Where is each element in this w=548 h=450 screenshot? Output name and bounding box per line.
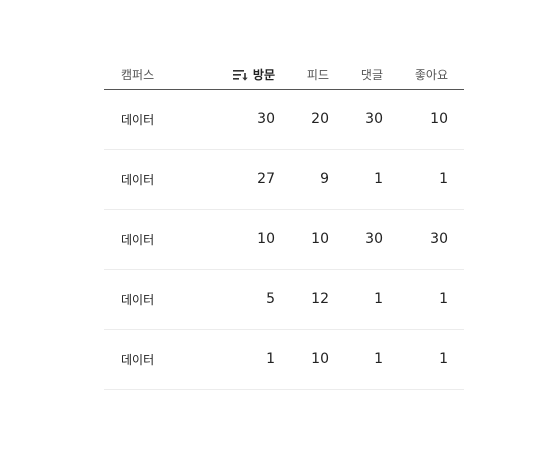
campus-cell: 데이터	[121, 173, 155, 187]
table-row: 데이터 27 9 1 1	[104, 150, 464, 210]
feed-cell: 10	[311, 231, 329, 247]
visits-cell: 27	[257, 171, 275, 187]
feed-cell: 10	[311, 351, 329, 367]
column-header-visits[interactable]: 방문	[232, 68, 275, 82]
visits-cell: 10	[257, 231, 275, 247]
visits-cell: 5	[266, 291, 275, 307]
comments-cell: 1	[374, 171, 383, 187]
likes-cell: 1	[439, 171, 448, 187]
likes-cell: 10	[430, 111, 448, 127]
column-header-comments[interactable]: 댓글	[360, 68, 383, 82]
campus-cell: 데이터	[121, 293, 155, 307]
table-row: 데이터 5 12 1 1	[104, 270, 464, 330]
comments-cell: 1	[374, 291, 383, 307]
table-header: 캠퍼스 방문 피드 댓글 좋아요	[104, 60, 464, 90]
column-header-campus[interactable]: 캠퍼스	[121, 68, 155, 82]
column-header-likes[interactable]: 좋아요	[414, 68, 448, 82]
feed-cell: 20	[311, 111, 329, 127]
column-header-feed[interactable]: 피드	[306, 68, 329, 82]
campus-cell: 데이터	[121, 233, 155, 247]
feed-cell: 9	[320, 171, 329, 187]
table-row: 데이터 30 20 30 10	[104, 90, 464, 150]
likes-cell: 1	[439, 351, 448, 367]
comments-cell: 1	[374, 351, 383, 367]
likes-cell: 1	[439, 291, 448, 307]
comments-cell: 30	[365, 111, 383, 127]
table-row: 데이터 10 10 30 30	[104, 210, 464, 270]
campus-cell: 데이터	[121, 353, 155, 367]
table-row: 데이터 1 10 1 1	[104, 330, 464, 390]
campus-cell: 데이터	[121, 113, 155, 127]
stats-table: 캠퍼스 방문 피드 댓글 좋아요 데이터 30 20 30 10 데이터 27 …	[104, 60, 464, 390]
visits-cell: 1	[266, 351, 275, 367]
column-header-visits-label: 방문	[252, 68, 275, 82]
feed-cell: 12	[311, 291, 329, 307]
visits-cell: 30	[257, 111, 275, 127]
comments-cell: 30	[365, 231, 383, 247]
sort-descending-icon	[232, 70, 248, 81]
likes-cell: 30	[430, 231, 448, 247]
